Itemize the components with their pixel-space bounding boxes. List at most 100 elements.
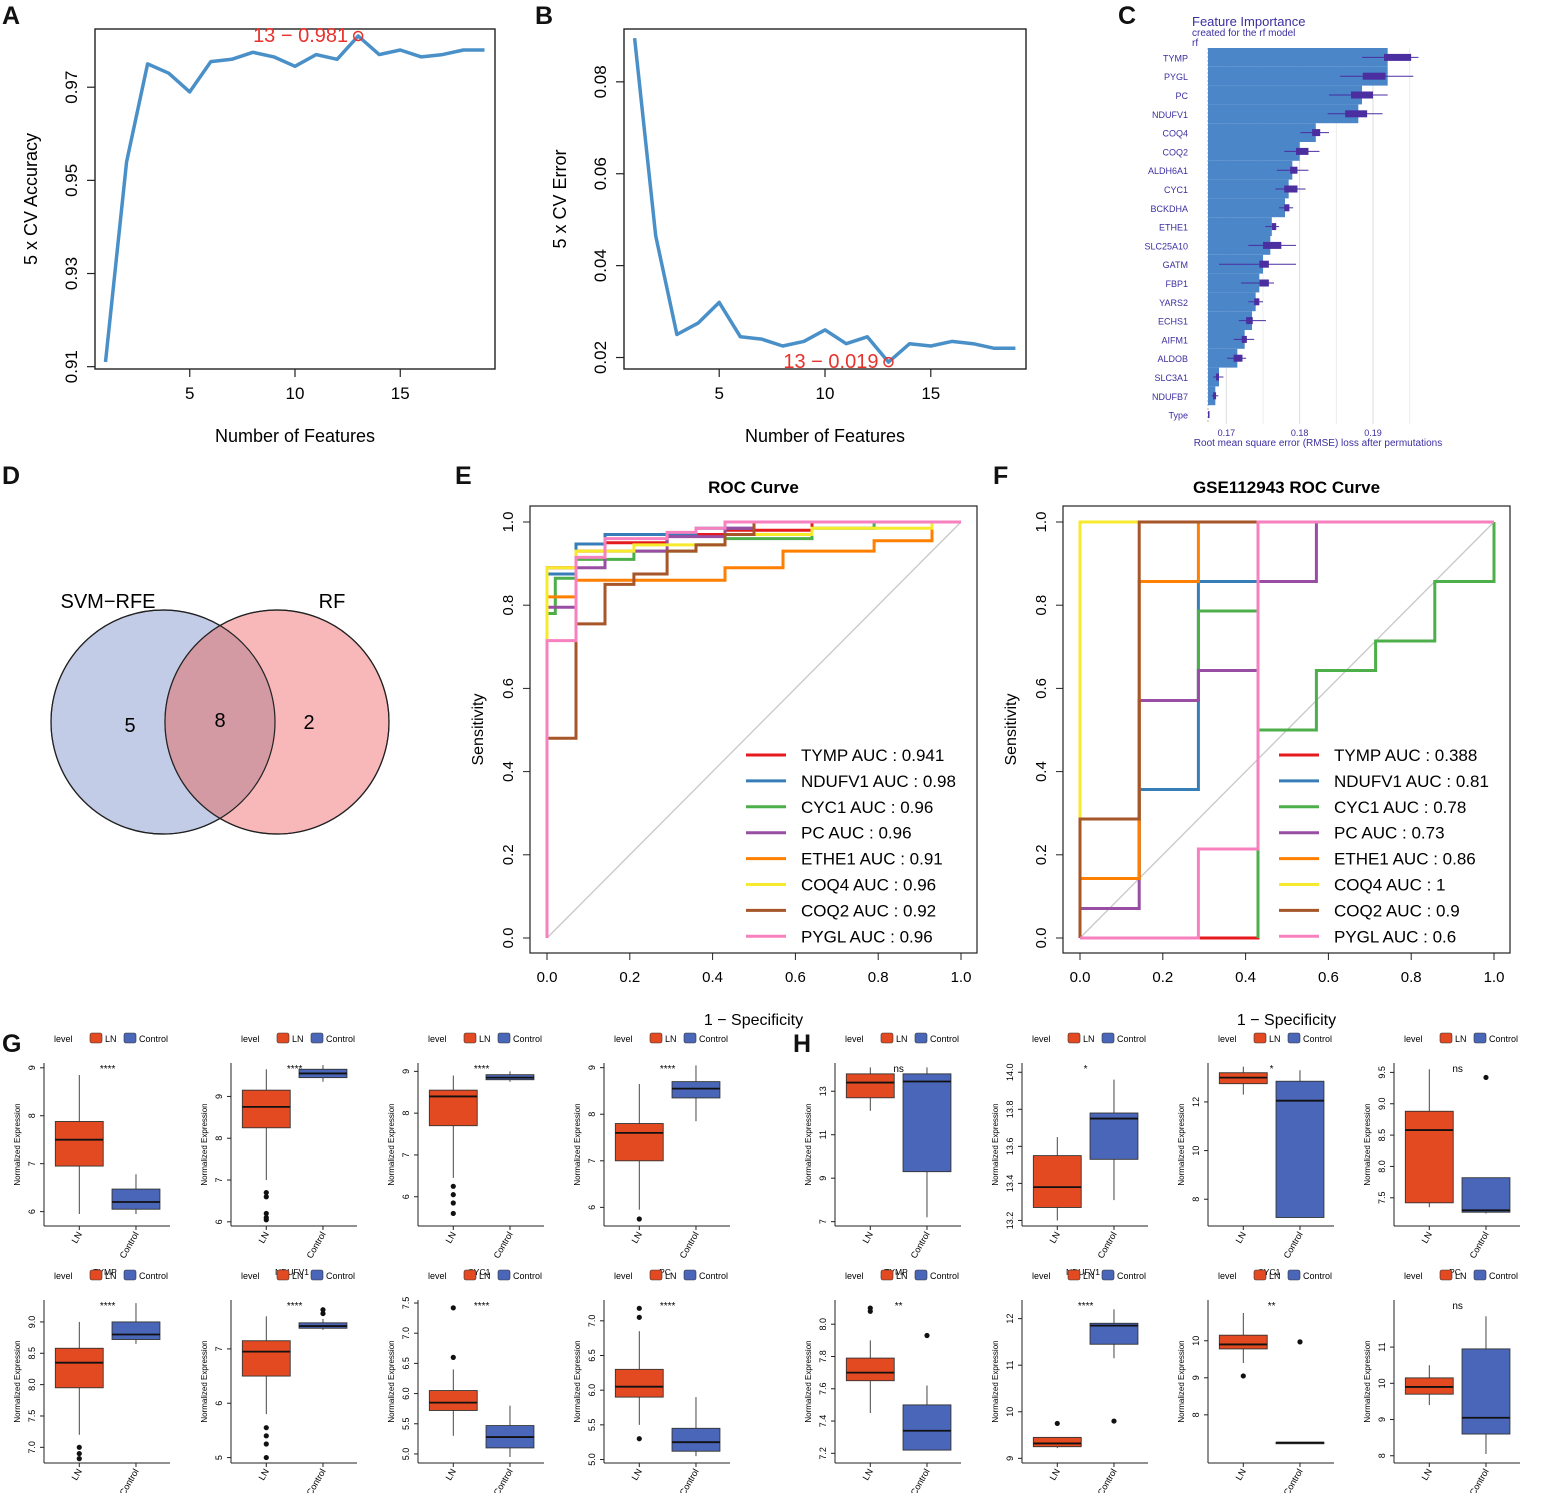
c-iqr-box [1284, 204, 1290, 212]
g-box7-y-tick-label: 6.5 [401, 1357, 411, 1370]
h-box2-legend-control-label: Control [1117, 1034, 1146, 1044]
g-box5-ln-outlier [76, 1444, 82, 1450]
b-y-tick-label: 0.02 [591, 341, 610, 374]
g-box5-ln-outlier [76, 1450, 82, 1457]
h-box7-control-outlier [1297, 1339, 1303, 1345]
h-box8-control-box [1461, 1348, 1511, 1435]
h-box8-legend-title: level [1404, 1271, 1423, 1281]
h-box8-y-axis-label: Normalized Expression [1363, 1340, 1372, 1422]
g-box1-legend-control-swatch [123, 1032, 137, 1044]
b-x-tick-label: 5 [714, 384, 723, 403]
h-box4-legend-control-label: Control [1489, 1034, 1518, 1044]
g-box7-significance-label: **** [474, 1301, 490, 1312]
g-box4-y-tick-label: 7 [587, 1158, 597, 1163]
h-box2-y-axis-label: Normalized Expression [991, 1103, 1000, 1185]
g-box1-y-axis-label: Normalized Expression [13, 1103, 22, 1185]
g-box7-legend-control-label: Control [513, 1271, 542, 1281]
h-box3-significance-label: * [1270, 1064, 1274, 1075]
h-box5-control-box [902, 1404, 952, 1451]
g-box1-y-tick-label: 9 [27, 1065, 37, 1070]
e-roc-series-7 [545, 520, 961, 938]
g-box2-ln-outlier [263, 1217, 269, 1223]
h-box8-y-tick-label: 11 [1377, 1342, 1387, 1351]
c-feature-label: TYMP [1163, 53, 1188, 63]
c-iqr-box [1345, 110, 1368, 118]
h-box4-y-tick-label: 9.5 [1377, 1066, 1387, 1079]
h-box1-x-tick-label: LN [861, 1230, 875, 1245]
h-box4-y-axis-label: Normalized Expression [1363, 1103, 1372, 1185]
e-x-tick-label: 0.4 [702, 969, 723, 986]
panel-e-roc: ROC Curve 0.0 0.2 0.4 0.6 0.8 1.0 0.0 0.2 0.4 0.6 0… [470, 478, 978, 1029]
g-box2-ln-outlier [263, 1189, 269, 1196]
h-box3-x-tick-label: LN [1234, 1230, 1248, 1245]
h-box8-y-tick-label: 9 [1377, 1417, 1387, 1422]
g-box3-significance-label: **** [474, 1064, 490, 1075]
c-importance-bar [1208, 142, 1300, 161]
e-legend-entry: ETHE1 AUC : 0.91 [801, 850, 943, 869]
a-x-tick-label: 5 [185, 384, 194, 403]
f-y-tick-label: 0.0 [1033, 928, 1050, 949]
g-box3-ln-outlier [450, 1210, 456, 1217]
h-box5-y-tick-label: 7.8 [818, 1350, 828, 1363]
g-box3-ln-outlier [450, 1200, 456, 1206]
b-y-tick-label: 0.08 [591, 65, 610, 98]
h-box4-control-outlier [1483, 1074, 1489, 1081]
h-box5-control-outlier [924, 1332, 930, 1339]
g-box7-y-tick-label: 7.5 [401, 1297, 411, 1310]
g-box4-significance-label: **** [660, 1064, 676, 1075]
f-legend-entry: COQ2 AUC : 0.9 [1334, 901, 1460, 920]
f-legend-entry: NDUFV1 AUC : 0.81 [1334, 772, 1489, 791]
h-box6-control-outlier [1111, 1418, 1117, 1424]
c-iqr-box [1254, 298, 1260, 306]
g-box1-y-tick-label: 8 [27, 1113, 37, 1118]
g-box3-legend-control-label: Control [513, 1034, 542, 1044]
d-both-count: 8 [214, 710, 225, 732]
a-x-axis-label: Number of Features [215, 426, 375, 446]
c-iqr-box [1290, 166, 1298, 174]
h-box8-ln-box [1404, 1377, 1454, 1395]
h-box6-ln-outlier [1054, 1420, 1060, 1427]
g-box6-legend-ln-swatch [276, 1269, 290, 1281]
f-y-tick-label: 0.8 [1033, 595, 1050, 616]
g-box3-legend-ln-swatch [463, 1032, 477, 1044]
a-y-tick-label: 0.97 [62, 71, 81, 104]
g-box6-control-outlier [320, 1307, 326, 1313]
e-title: ROC Curve [708, 478, 799, 497]
g-box6-y-tick-label: 5 [214, 1455, 224, 1460]
g-box6-legend-control-label: Control [326, 1271, 355, 1281]
d-set-b-label: RF [319, 591, 346, 613]
h-box2-x-tick-label: LN [1048, 1230, 1062, 1245]
f-y-axis-label: Sensitivity [1003, 693, 1020, 765]
c-feature-label: SLC25A10 [1144, 241, 1188, 251]
g-box1-control-box [111, 1188, 161, 1210]
h-box5-ln-outlier [867, 1305, 873, 1311]
h-box5-legend-control-swatch [914, 1269, 928, 1281]
e-y-tick-label: 0.4 [500, 761, 517, 782]
panel-a-cv-accuracy: 5 10 15 0.91 0.93 0.95 0.97 Number of Features 5… [21, 25, 496, 446]
b-y-tick-label: 0.06 [591, 157, 610, 190]
f-x-tick-label: 0.4 [1235, 969, 1256, 986]
c-iqr-box [1351, 91, 1373, 99]
c-importance-bar [1208, 217, 1272, 236]
g-box6-ln-box [241, 1340, 291, 1377]
g-box6-y-tick-label: 7 [214, 1346, 224, 1351]
g-box3-ln-outlier [450, 1183, 456, 1189]
f-legend-entry: PC AUC : 0.73 [1334, 824, 1445, 843]
e-x-tick-label: 0.8 [868, 969, 889, 986]
d-only-a-count: 5 [124, 715, 135, 737]
h-box4-legend-ln-label: LN [1455, 1034, 1467, 1044]
b-best-point-marker [883, 356, 894, 368]
h-box4-legend-title: level [1404, 1034, 1423, 1044]
g-box5-legend-control-swatch [123, 1269, 137, 1281]
panel-letter-g: G [2, 1030, 21, 1058]
g-box3-y-tick-label: 7 [401, 1152, 411, 1157]
g-box3-y-tick-label: 8 [401, 1111, 411, 1116]
c-importance-bar [1208, 292, 1256, 312]
h-box3-legend-control-label: Control [1303, 1034, 1332, 1044]
e-y-tick-label: 0.0 [500, 928, 517, 949]
g-box7-legend-title: level [428, 1271, 447, 1281]
f-legend-entry: COQ4 AUC : 1 [1334, 876, 1445, 895]
c-feature-label: PC [1175, 91, 1188, 101]
h-box1-y-tick-label: 11 [818, 1130, 828, 1139]
g-box8-legend-control-swatch [683, 1269, 697, 1281]
